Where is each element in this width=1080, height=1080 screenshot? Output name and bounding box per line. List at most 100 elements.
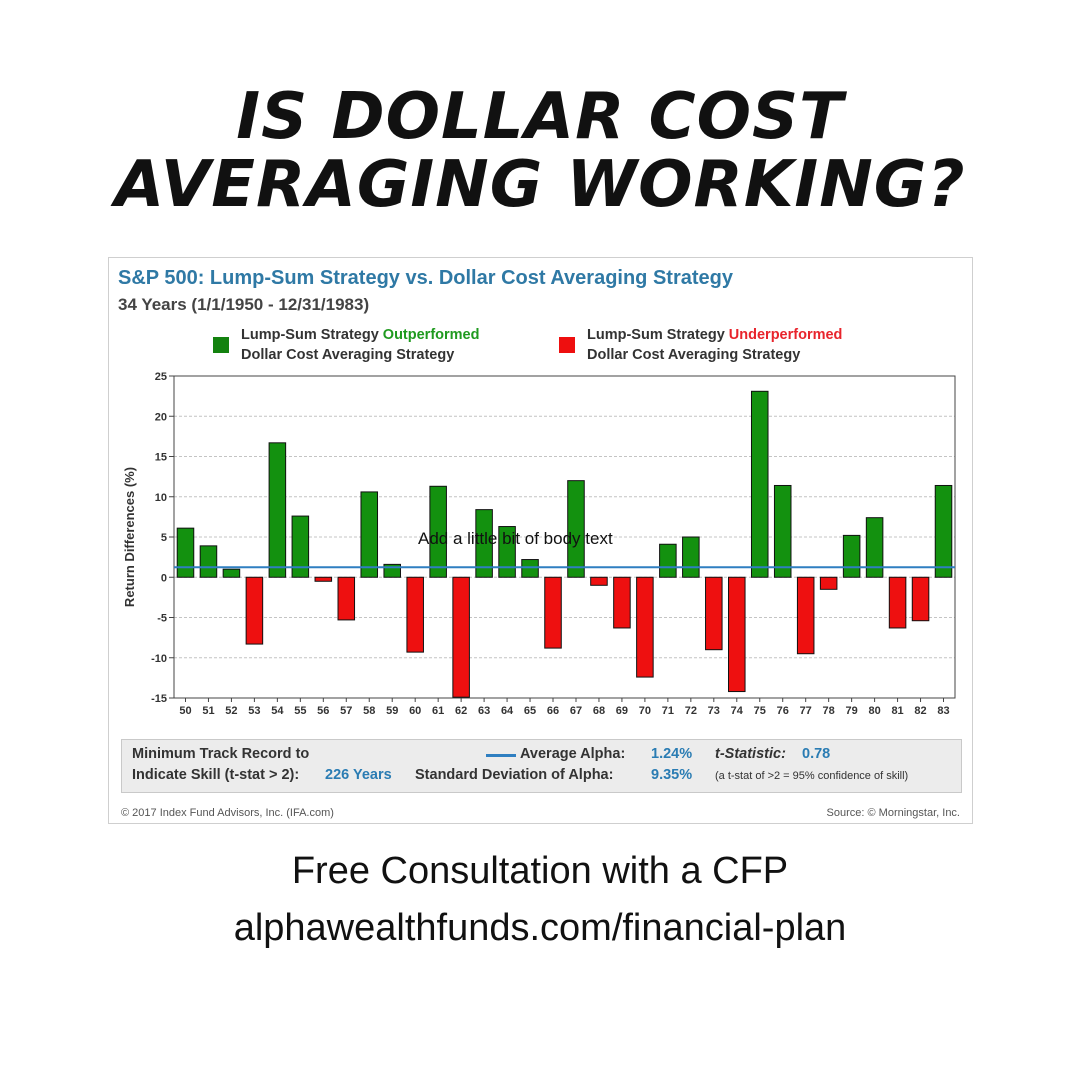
stats-panel: Minimum Track Record to Indicate Skill (…	[121, 739, 962, 793]
y-tick-label: -5	[157, 613, 167, 625]
legend-swatch-red	[559, 337, 575, 353]
sd-alpha-value: 9.35%	[651, 767, 693, 783]
bar	[498, 526, 516, 578]
bar	[682, 536, 700, 578]
y-tick-label: 0	[161, 572, 167, 584]
legend-under-prefix: Lump-Sum Strategy	[587, 327, 729, 343]
bar	[406, 576, 424, 653]
x-tick-label: 62	[455, 705, 467, 717]
bar	[796, 576, 815, 655]
x-tick-label: 79	[846, 705, 858, 717]
cta-url[interactable]: alphawealthfunds.com/financial-plan	[233, 907, 847, 949]
avg-alpha-label: Average Alpha:	[520, 746, 626, 762]
legend-out-highlight: Outperformed	[382, 327, 480, 343]
average-alpha-line-icon	[486, 754, 516, 757]
legend-out-line2: Dollar Cost Averaging Strategy	[241, 347, 455, 363]
x-tick-label: 66	[547, 705, 559, 717]
bar	[934, 484, 953, 578]
legend-outperformed-label: Lump-Sum Strategy Outperformed Dollar Co…	[241, 325, 479, 365]
bar	[314, 576, 333, 582]
legend-underperformed-label: Lump-Sum Strategy Underperformed Dollar …	[587, 325, 842, 365]
bar	[888, 576, 907, 629]
headline-line-1: IS DOLLAR COST	[236, 80, 844, 154]
x-tick-label: 56	[317, 705, 329, 717]
x-tick-label: 60	[409, 705, 421, 717]
bar	[544, 576, 562, 649]
bar	[613, 576, 631, 629]
chart-card: S&P 500: Lump-Sum Strategy vs. Dollar Co…	[108, 257, 973, 824]
tstat-label: t-Statistic:	[715, 746, 786, 762]
bar	[452, 576, 470, 698]
tstat-note: (a t-stat of >2 = 95% confidence of skil…	[715, 770, 909, 782]
min-track-label-2: Indicate Skill (t-stat > 2):	[132, 767, 300, 783]
x-tick-label: 51	[202, 705, 214, 717]
x-tick-label: 72	[685, 705, 697, 717]
y-axis-label: Return Differences (%)	[122, 467, 137, 607]
bar	[705, 576, 723, 651]
y-tick-label: 10	[155, 492, 167, 504]
bar	[429, 485, 447, 578]
x-tick-label: 52	[225, 705, 237, 717]
bar	[911, 576, 930, 622]
x-tick-label: 61	[432, 705, 444, 717]
y-tick-label: 20	[155, 411, 167, 423]
legend-outperformed: Lump-Sum Strategy Outperformed Dollar Co…	[213, 325, 479, 365]
x-tick-label: 71	[662, 705, 674, 717]
chart-subtitle: 34 Years (1/1/1950 - 12/31/1983)	[118, 295, 370, 314]
bar	[773, 484, 792, 578]
x-tick-label: 63	[478, 705, 490, 717]
x-tick-label: 83	[937, 705, 949, 717]
x-tick-label: 67	[570, 705, 582, 717]
y-tick-label: -15	[151, 693, 167, 705]
bar	[176, 527, 195, 578]
x-tick-label: 57	[340, 705, 352, 717]
overlay-body-text[interactable]: Add a little bit of body text	[418, 529, 613, 548]
bar	[245, 576, 264, 645]
y-tick-label: 5	[161, 532, 167, 544]
min-track-value: 226 Years	[325, 767, 392, 783]
legend-swatch-green	[213, 337, 229, 353]
bar	[268, 442, 287, 578]
legend-out-prefix: Lump-Sum Strategy	[241, 327, 383, 343]
bar	[475, 509, 493, 578]
y-tick-label: -10	[151, 653, 167, 665]
x-tick-label: 65	[524, 705, 536, 717]
headline-line-2: AVERAGING WORKING?	[114, 148, 966, 222]
bar	[842, 534, 861, 578]
x-tick-label: 58	[363, 705, 375, 717]
bar	[567, 480, 585, 578]
x-tick-label: 76	[777, 705, 789, 717]
bar	[865, 517, 884, 578]
bar	[337, 576, 356, 621]
x-tick-label: 81	[891, 705, 903, 717]
avg-alpha-value: 1.24%	[651, 746, 693, 762]
x-tick-label: 73	[708, 705, 720, 717]
x-tick-label: 68	[593, 705, 605, 717]
bar	[360, 491, 379, 578]
y-tick-label: 15	[155, 452, 167, 464]
footer-copyright: © 2017 Index Fund Advisors, Inc. (IFA.co…	[121, 807, 334, 819]
sd-alpha-label: Standard Deviation of Alpha:	[415, 767, 614, 783]
x-tick-label: 69	[616, 705, 628, 717]
y-tick-label: 25	[155, 371, 167, 383]
x-tick-label: 50	[179, 705, 191, 717]
x-tick-label: 54	[271, 705, 284, 717]
bar	[659, 543, 677, 578]
bar	[728, 576, 746, 693]
legend-under-highlight: Underperformed	[728, 327, 843, 343]
x-tick-label: 53	[248, 705, 260, 717]
x-tick-label: 82	[914, 705, 926, 717]
x-tick-label: 64	[501, 705, 514, 717]
x-tick-label: 74	[731, 705, 744, 717]
legend-under-line2: Dollar Cost Averaging Strategy	[587, 347, 801, 363]
cta-line-1: Free Consultation with a CFP	[291, 850, 789, 892]
x-tick-label: 78	[823, 705, 835, 717]
tstat-value: 0.78	[802, 746, 831, 762]
bar	[636, 576, 654, 678]
bar	[590, 576, 608, 586]
x-tick-label: 77	[800, 705, 812, 717]
bar	[291, 515, 310, 578]
x-tick-label: 80	[868, 705, 880, 717]
bar	[819, 576, 838, 590]
